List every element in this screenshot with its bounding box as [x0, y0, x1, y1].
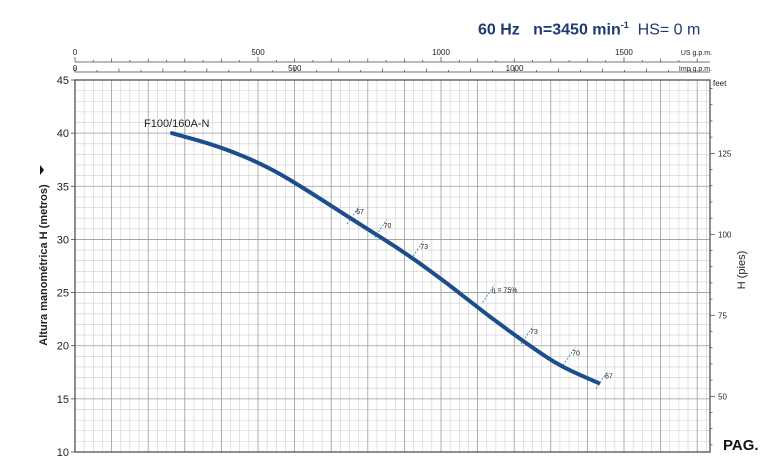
us-gpm-tick-label: 500: [251, 48, 265, 57]
y-tick-label: 40: [57, 128, 69, 140]
y-tick-label: 30: [57, 234, 69, 246]
speed-label: n=3450 min: [533, 21, 621, 39]
series-label: F100/160A-N: [144, 118, 209, 130]
imp-gpm-tick-label: 1000: [506, 64, 524, 73]
frequency-label: 60 Hz: [478, 21, 520, 39]
y-tick-label: 25: [57, 288, 69, 300]
plot-frame: [74, 79, 711, 453]
right-axis-ticks: 50 75 100 125: [710, 88, 732, 446]
efficiency-label: 73: [420, 244, 428, 251]
efficiency-label: 67: [605, 374, 613, 381]
chart-header: 60 Hz n=3450 min-1 HS= 0 m: [478, 20, 700, 39]
series-group: F100/160A-N: [144, 118, 601, 385]
y2-axis-label: H (pies): [736, 251, 748, 290]
imp-gpm-unit-label: Imp g.p.m.: [679, 66, 712, 73]
efficiency-label: 70: [572, 350, 580, 357]
efficiency-iso-line: [562, 347, 576, 366]
series-line: [169, 131, 601, 385]
efficiency-marks: 67 70 73 η = 75% 73 70 67: [346, 205, 613, 389]
efficiency-iso-line: [595, 370, 609, 389]
top-axes: 0 500 1000 1500 0 500 1000 US g.p.m. Imp g.p.m.: [73, 48, 712, 73]
efficiency-label: 67: [356, 209, 364, 216]
efficiency-label: 73: [530, 329, 538, 336]
y-tick-label: 35: [57, 181, 69, 193]
grid-major: [75, 80, 710, 452]
us-gpm-tick-label: 1000: [432, 48, 450, 57]
y-tick-label: 10: [57, 447, 69, 459]
efficiency-iso-line: [482, 284, 495, 303]
y-axis-label: Altura manométrica H (metros): [38, 184, 50, 346]
us-gpm-tick-label: 1500: [615, 48, 633, 57]
left-axis-ticks: 10 15 20 25 30 35 40 45: [57, 75, 75, 459]
us-gpm-unit-label: US g.p.m.: [681, 50, 712, 57]
y-tick-label: 45: [57, 75, 69, 87]
imp-gpm-tick-label: 0: [73, 64, 78, 73]
y2-tick-label: 75: [718, 311, 727, 320]
page-label: PAG.: [723, 437, 759, 454]
efficiency-label: 70: [384, 223, 392, 230]
speed-exponent: -1: [620, 20, 629, 30]
grid-minor: [75, 80, 710, 452]
y-tick-label: 20: [57, 341, 69, 353]
y2-tick-label: 125: [718, 149, 732, 158]
us-gpm-tick-label: 0: [73, 48, 78, 57]
efficiency-iso-line: [346, 205, 360, 225]
y2-tick-label: 50: [718, 392, 727, 401]
y-tick-label: 15: [57, 394, 69, 406]
y2-tick-label: 100: [718, 230, 732, 239]
efficiency-iso-line: [410, 240, 424, 260]
hs-label: HS= 0 m: [637, 21, 701, 39]
y2-unit-label: feet: [713, 79, 727, 88]
imp-gpm-tick-label: 500: [288, 64, 302, 73]
efficiency-label: η = 75%: [492, 288, 518, 295]
y-axis-arrow-icon: [40, 165, 44, 175]
